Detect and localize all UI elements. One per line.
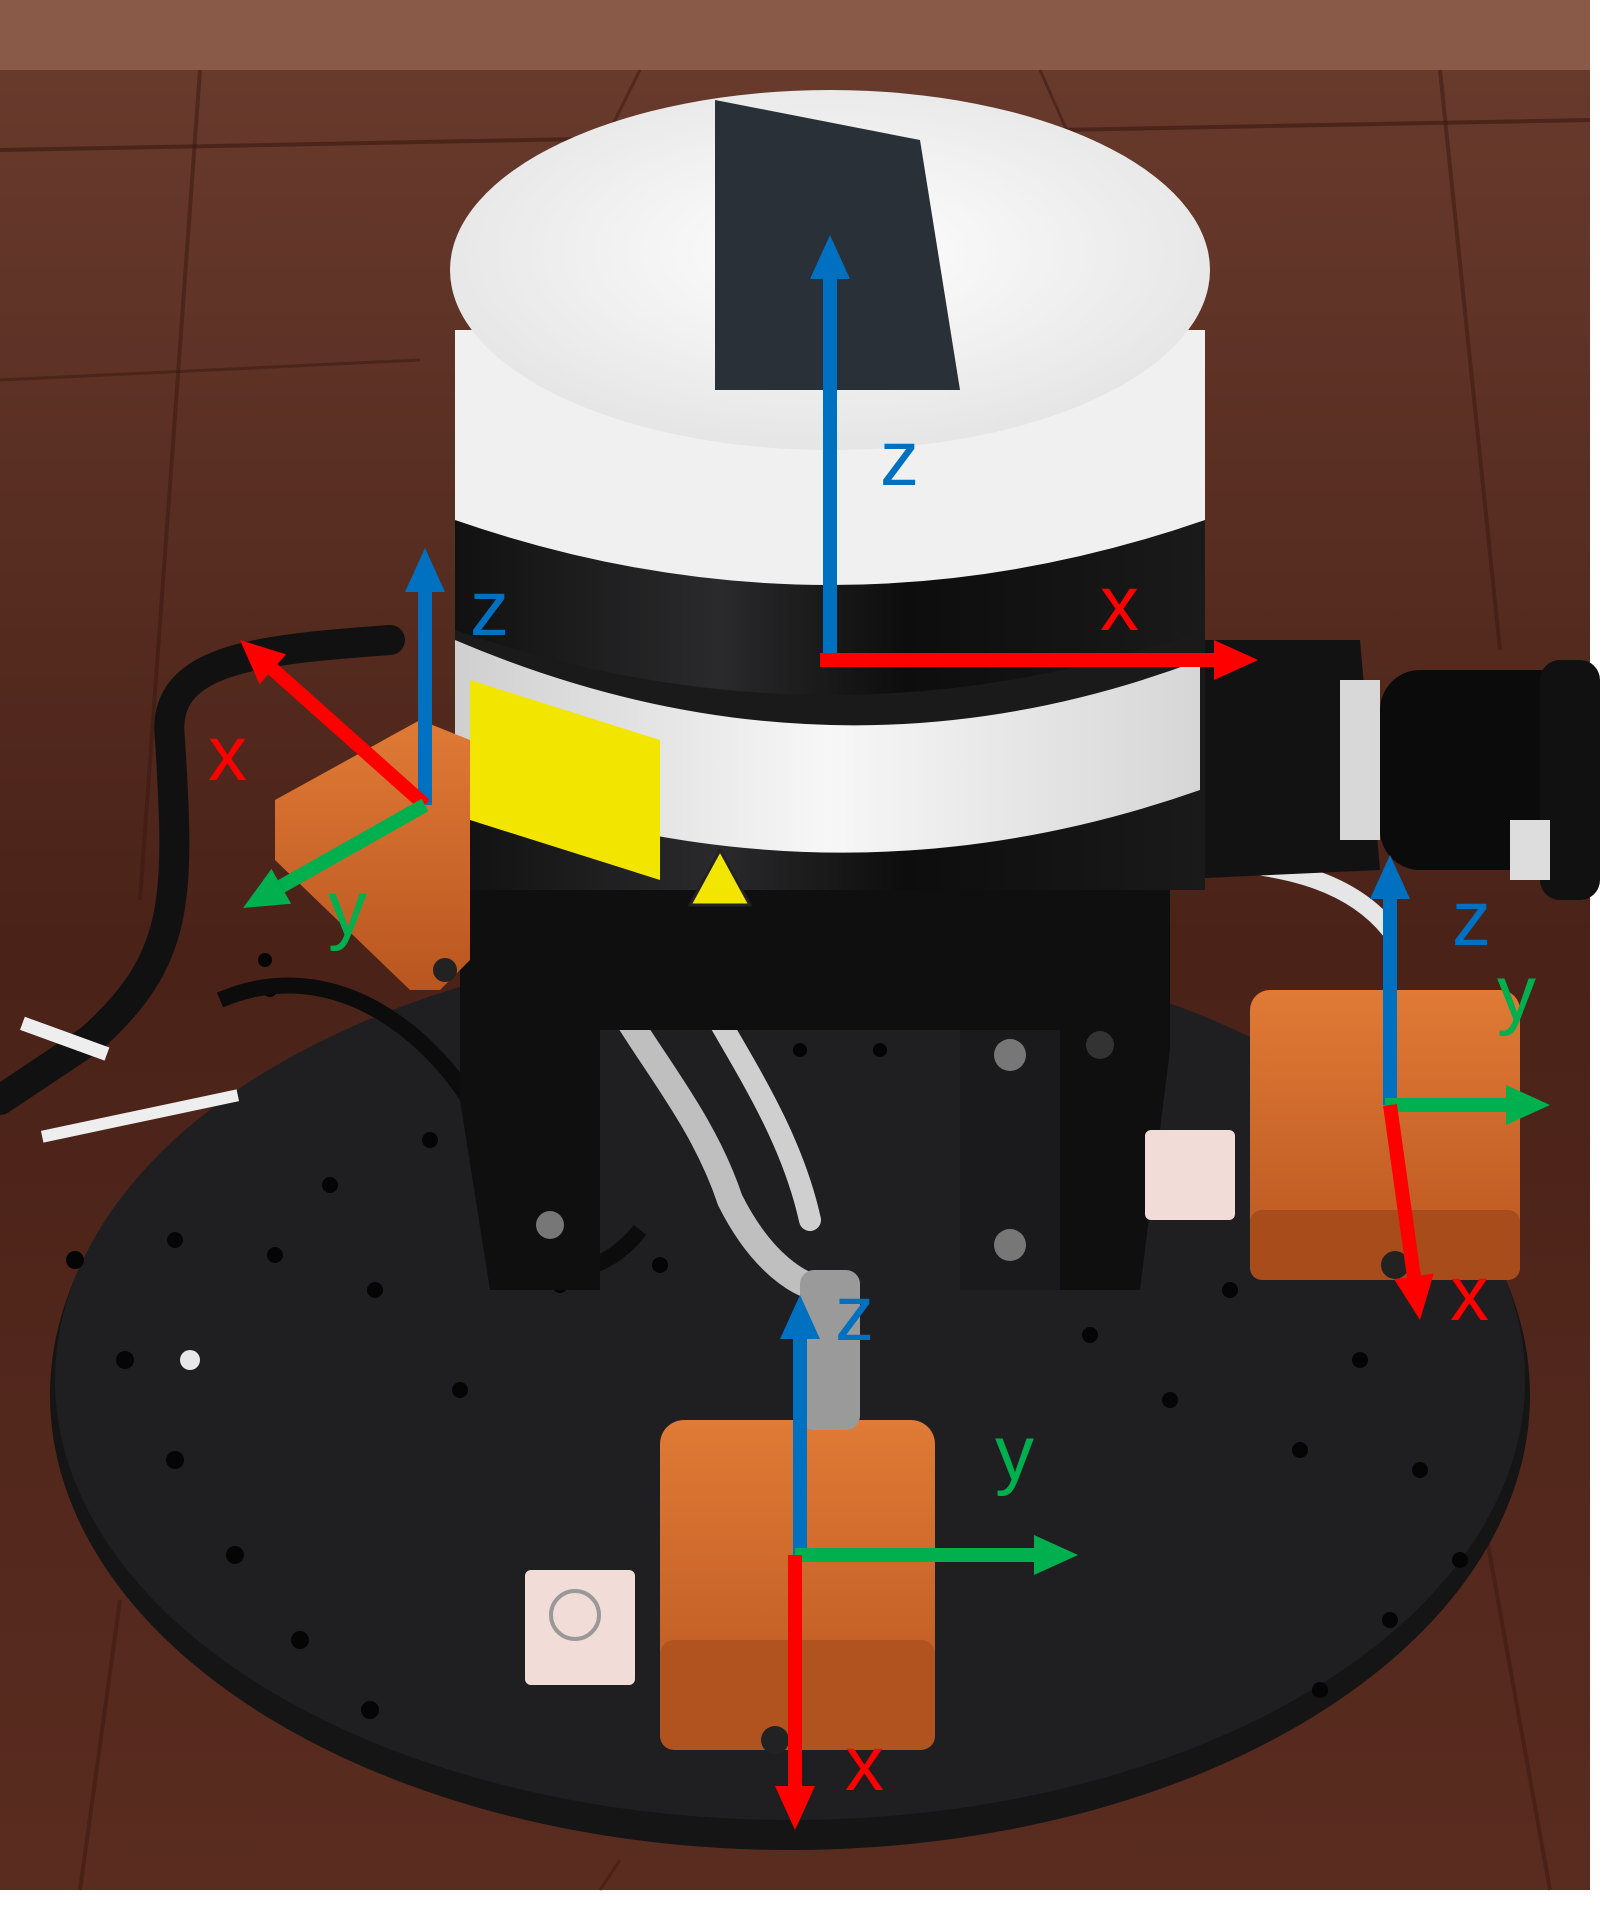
imu-left-z-axis-arrow [405, 548, 445, 805]
lidar-bracket [460, 830, 1170, 1290]
coordinate-frames [240, 235, 1550, 1830]
imu-left-y-axis-arrow [243, 798, 429, 908]
plate-holes [66, 953, 1468, 1719]
imu-front-frame-labels: z y x [835, 1269, 1034, 1807]
imu-left-x-axis-arrow [240, 640, 430, 811]
lidar-z-label: z [880, 414, 919, 502]
imu-right-z-axis-arrow [1370, 855, 1410, 1105]
imu-front-y-axis-arrow [795, 1535, 1078, 1575]
camera [1160, 640, 1600, 900]
imu-front-z-label: z [835, 1269, 874, 1357]
sticker-labels [525, 1130, 1235, 1685]
imu-right-z-label: z [1452, 874, 1491, 962]
lidar-x-label: x [1100, 559, 1139, 647]
imu-right-y-label: y [1497, 949, 1536, 1037]
imu-left-y-label: y [328, 864, 367, 952]
imu-left-x-label: x [208, 709, 247, 797]
lidar-x-axis-arrow [820, 640, 1258, 680]
imu-front-x-axis-arrow [775, 1555, 815, 1830]
imu-right-y-axis-arrow [1385, 1085, 1550, 1125]
imu-right-x-axis-arrow [1383, 1104, 1434, 1320]
imu-right-frame-labels: z y x [1450, 874, 1536, 1337]
imu-left-z-label: z [470, 564, 509, 652]
imu-right-x-label: x [1450, 1249, 1489, 1337]
lidar-z-axis-arrow [810, 235, 850, 660]
imu-front-y-label: y [995, 1409, 1034, 1497]
imu-front-x-label: x [845, 1719, 884, 1807]
lidar-frame-labels: z x [880, 414, 1139, 647]
imu-left-frame-labels: z x y [208, 564, 509, 952]
imu-housing-right [1250, 990, 1520, 1280]
velcro-patch [715, 100, 960, 390]
imu-front-z-axis-arrow [780, 1295, 820, 1555]
